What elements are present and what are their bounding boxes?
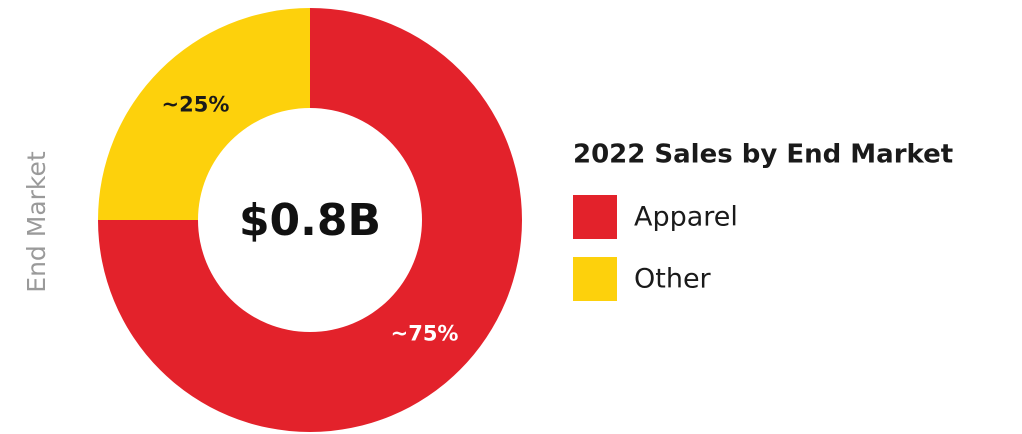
- axis-label: End Market: [22, 151, 51, 293]
- value-label: ~75%: [391, 322, 459, 346]
- legend-label: Other: [634, 264, 712, 295]
- legend-label: Apparel: [634, 202, 738, 233]
- slice: [98, 8, 310, 220]
- legend-swatch: [573, 195, 617, 239]
- legend-swatch: [573, 257, 617, 301]
- legend-title: 2022 Sales by End Market: [573, 140, 953, 170]
- slice: [98, 8, 522, 432]
- value-label: ~25%: [162, 92, 230, 116]
- center-label: $0.8B: [239, 195, 381, 246]
